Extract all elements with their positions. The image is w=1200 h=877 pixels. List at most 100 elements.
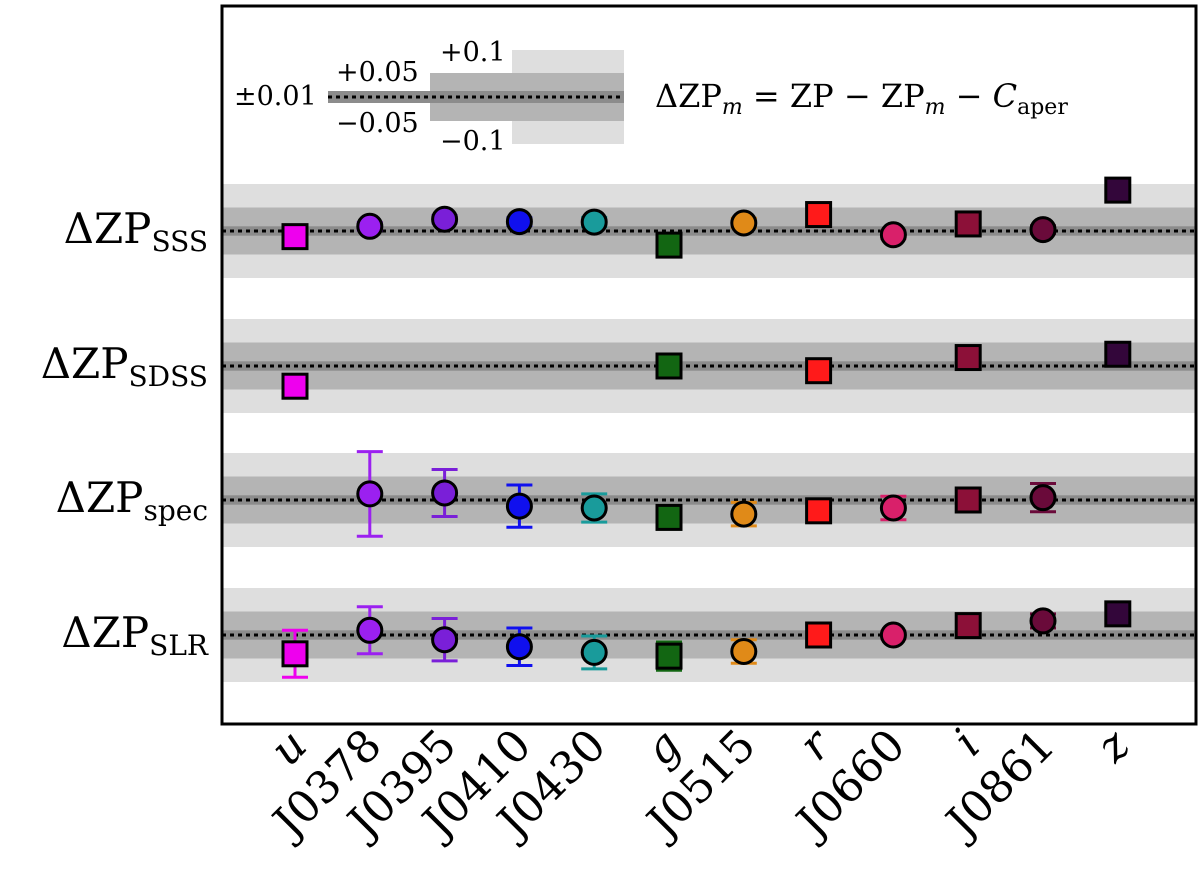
- point-spec-g: [655, 503, 683, 531]
- square-marker: [805, 357, 833, 385]
- point-SSS-u: [281, 223, 309, 251]
- legend-label-plus0.1: +0.1: [440, 37, 506, 68]
- reference-lines: [222, 229, 1196, 637]
- square-marker: [281, 640, 309, 668]
- circle-marker: [580, 494, 608, 522]
- point-SSS-i: [954, 210, 982, 238]
- row-label-main: ΔZP: [61, 608, 149, 657]
- x-tick-i: i: [944, 720, 990, 766]
- eq-mid-sub: m: [925, 95, 946, 120]
- circle-marker: [730, 500, 758, 528]
- row-label-SLR: ΔZPSLR: [61, 608, 209, 662]
- square-marker: [655, 231, 683, 259]
- point-spec-J0430: [580, 492, 608, 524]
- point-SSS-J0410: [505, 208, 533, 236]
- point-SSS-J0660: [879, 221, 907, 249]
- point-spec-J0660: [879, 494, 907, 522]
- row-label-main: ΔZP: [56, 473, 144, 522]
- point-SSS-z: [1104, 176, 1132, 204]
- row-label-spec: ΔZPspec: [56, 473, 208, 527]
- circle-marker: [356, 616, 384, 644]
- legend-label-minus0.05: −0.05: [336, 108, 419, 139]
- legend-label-minus0.1: −0.1: [440, 126, 506, 157]
- point-SSS-J0515: [730, 209, 758, 237]
- legend-label-pm0.01: ±0.01: [234, 81, 317, 112]
- point-SSS-r: [805, 201, 833, 229]
- row-label-sub: SLR: [149, 629, 209, 662]
- row-label-main: ΔZP: [41, 339, 129, 388]
- point-SLR-z: [1104, 600, 1132, 628]
- square-marker: [954, 486, 982, 514]
- circle-marker: [431, 626, 459, 654]
- point-SLR-J0410: [505, 626, 533, 668]
- circle-marker: [505, 633, 533, 661]
- eq-c-sub: aper: [1017, 95, 1068, 120]
- point-SLR-J0861: [1029, 607, 1057, 635]
- circle-marker: [431, 205, 459, 233]
- data-points: [281, 176, 1132, 679]
- band-0.01-spec: [222, 495, 1196, 505]
- point-SLR-g: [655, 640, 683, 672]
- point-SDSS-g: [655, 352, 683, 380]
- point-SLR-i: [954, 612, 982, 640]
- circle-marker: [505, 208, 533, 236]
- point-SLR-J0660: [879, 621, 907, 649]
- x-tick-z: z: [1086, 719, 1140, 773]
- point-SSS-J0395: [431, 205, 459, 233]
- point-SLR-J0430: [580, 634, 608, 671]
- point-SDSS-i: [954, 344, 982, 372]
- band-legend: ±0.01 +0.05 −0.05 +0.1 −0.1: [234, 37, 624, 157]
- point-SLR-J0515: [730, 637, 758, 665]
- square-marker: [281, 223, 309, 251]
- point-spec-J0395: [431, 467, 459, 518]
- eq-lhs: ΔZP: [655, 77, 722, 115]
- point-SSS-J0861: [1029, 216, 1057, 244]
- eq-lhs-sub: m: [722, 95, 743, 120]
- row-label-sub: SSS: [151, 225, 208, 258]
- row-label-SDSS: ΔZPSDSS: [41, 339, 208, 393]
- square-marker: [805, 497, 833, 525]
- point-SSS-g: [655, 231, 683, 259]
- square-marker: [805, 621, 833, 649]
- equation-annotation: ΔZPm = ZP − ZPm − Caper: [655, 77, 1068, 120]
- circle-marker: [730, 637, 758, 665]
- point-spec-J0410: [505, 483, 533, 529]
- square-marker: [954, 344, 982, 372]
- circle-marker: [580, 208, 608, 236]
- circle-marker: [505, 492, 533, 520]
- circle-marker: [356, 212, 384, 240]
- row-label-sub: spec: [143, 494, 208, 527]
- point-SDSS-z: [1104, 340, 1132, 368]
- row-label-sub: SDSS: [128, 360, 208, 393]
- point-spec-i: [954, 486, 982, 514]
- square-marker: [655, 352, 683, 380]
- point-SSS-J0430: [580, 208, 608, 236]
- point-SDSS-r: [805, 357, 833, 385]
- circle-marker: [1029, 484, 1057, 512]
- circle-marker: [580, 638, 608, 666]
- circle-marker: [879, 494, 907, 522]
- point-SLR-r: [805, 621, 833, 649]
- point-spec-J0378: [356, 450, 384, 538]
- point-spec-J0861: [1029, 482, 1057, 514]
- square-marker: [1104, 340, 1132, 368]
- band-0.01-SSS: [222, 226, 1196, 236]
- square-marker: [655, 642, 683, 670]
- point-SLR-J0395: [431, 617, 459, 663]
- eq-c: C: [993, 77, 1017, 115]
- square-marker: [1104, 600, 1132, 628]
- point-SDSS-u: [281, 372, 309, 400]
- plot-frame: [220, 4, 1198, 726]
- eq-minus: −: [945, 77, 992, 115]
- row-label-SSS: ΔZPSSS: [64, 204, 208, 258]
- point-SSS-J0378: [356, 212, 384, 240]
- square-marker: [281, 372, 309, 400]
- square-marker: [954, 612, 982, 640]
- square-marker: [1104, 176, 1132, 204]
- x-tick-r: r: [789, 718, 842, 771]
- circle-marker: [879, 621, 907, 649]
- circle-marker: [1029, 216, 1057, 244]
